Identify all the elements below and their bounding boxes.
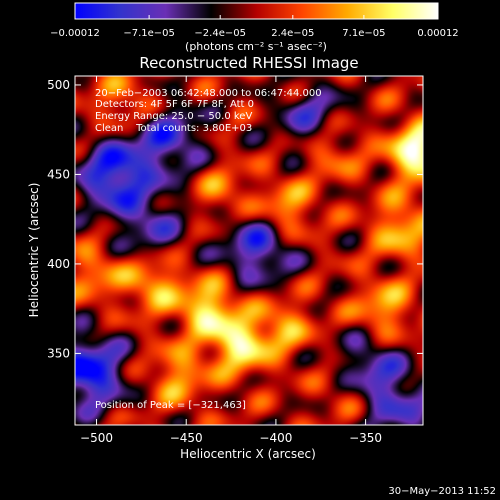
colorbar: −0.00012 −7.1e−05 −2.4e−05 2.4e−05 7.1e−05 0.… (50, 2, 459, 53)
footer-date: 30−May−2013 11:52 (388, 486, 496, 497)
annotation-clean: Clean Total counts: 3.80E+03 (95, 123, 252, 134)
colorbar-tick-label: 7.1e−05 (342, 28, 385, 39)
chart-title: Reconstructed RHESSI Image (139, 54, 358, 72)
annotation-energy: Energy Range: 25.0 − 50.0 keV (95, 111, 252, 122)
x-tick-label: −450 (170, 431, 203, 445)
y-axis-ticks: 350 400 450 500 (47, 78, 423, 360)
annotation-time: 20−Feb−2003 06:42:48.000 to 06:47:44.000 (95, 88, 322, 99)
x-tick-label: −400 (259, 431, 292, 445)
colorbar-tick-label: −7.1e−05 (123, 28, 175, 39)
colorbar-tick-label: −2.4e−05 (194, 28, 246, 39)
annotations: 20−Feb−2003 06:42:48.000 to 06:47:44.000… (95, 88, 322, 411)
plot-frame (74, 75, 424, 426)
x-tick-label: −500 (80, 431, 113, 445)
annotation-detectors: Detectors: 4F 5F 6F 7F 8F, Att 0 (95, 99, 254, 110)
colorbar-ticks: −0.00012 −7.1e−05 −2.4e−05 2.4e−05 7.1e−05 0.… (50, 15, 459, 39)
x-axis-label: Heliocentric X (arcsec) (180, 447, 316, 461)
peak-position-label: Position of Peak = [−321,463] (95, 400, 246, 411)
heatmap (75, 76, 423, 425)
y-tick-label: 500 (47, 78, 70, 92)
x-axis-ticks: −500 −450 −400 −350 (80, 76, 382, 445)
x-tick-label: −350 (349, 431, 382, 445)
y-axis-label: Heliocentric Y (arcsec) (27, 183, 41, 318)
colorbar-tick-label: 0.00012 (417, 28, 458, 39)
y-tick-label: 350 (47, 346, 70, 360)
colorbar-units-label: (photons cm⁻² s⁻¹ asec⁻²) (185, 40, 327, 53)
colorbar-tick-label: −0.00012 (50, 28, 100, 39)
colorbar-tick-label: 2.4e−05 (271, 28, 314, 39)
y-tick-label: 400 (47, 257, 70, 271)
colorbar-gradient (74, 2, 439, 20)
y-tick-label: 450 (47, 167, 70, 181)
